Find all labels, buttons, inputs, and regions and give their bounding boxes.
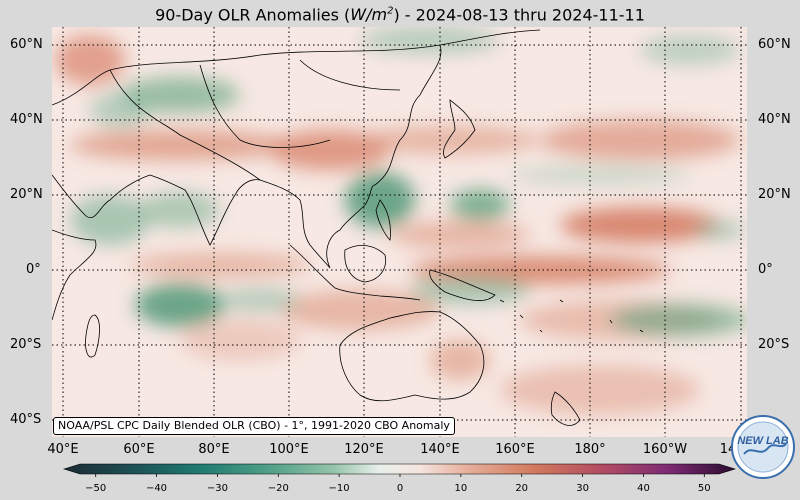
lon-label-120e: 120°E xyxy=(344,442,384,457)
colorbar-tick: 30 xyxy=(576,483,589,494)
colorbar-gradient xyxy=(62,463,737,475)
lat-label-eq-right: 0° xyxy=(758,262,773,277)
colorbar-tick: −30 xyxy=(206,483,228,494)
logo-text: NEW LAB xyxy=(737,435,788,447)
colorbar-tick: 40 xyxy=(637,483,650,494)
lon-label-160e: 160°E xyxy=(495,442,535,457)
lon-label-80e: 80°E xyxy=(198,442,230,457)
lat-label-40n-right: 40°N xyxy=(758,112,791,127)
psl-logo-icon: NEW LAB xyxy=(731,415,795,479)
colorbar-tick: 10 xyxy=(454,483,468,494)
lat-label-20n: 20°N xyxy=(10,187,43,202)
colorbar-tick: 0 xyxy=(396,483,404,494)
lat-label-20n-right: 20°N xyxy=(758,187,791,202)
lon-label-180: 180° xyxy=(574,442,606,457)
colorbar-tick: −50 xyxy=(85,483,107,494)
colorbar-tick: −40 xyxy=(145,483,168,494)
colorbar-tick: −20 xyxy=(267,483,289,494)
lat-label-60n: 60°N xyxy=(10,37,43,52)
lat-label-40n: 40°N xyxy=(10,112,43,127)
lat-label-60n-right: 60°N xyxy=(758,37,791,52)
coastlines xyxy=(52,29,644,426)
lon-label-100e: 100°E xyxy=(269,442,309,457)
colorbar xyxy=(62,463,737,477)
lat-label-20s: 20°S xyxy=(10,337,42,352)
lon-label-40e: 40°E xyxy=(47,442,79,457)
map-title: 90-Day OLR Anomalies (W/m2) - 2024-08-13… xyxy=(155,5,645,25)
colorbar-tick: 50 xyxy=(697,483,711,494)
lon-label-140e: 140°E xyxy=(420,442,460,457)
lat-label-eq: 0° xyxy=(26,262,41,277)
colorbar-tick: 20 xyxy=(515,483,529,494)
lat-label-40s: 40°S xyxy=(10,412,42,427)
lon-label-60e: 60°E xyxy=(123,442,155,457)
lat-label-20s-right: 20°S xyxy=(758,337,790,352)
data-credit-label: NOAA/PSL CPC Daily Blended OLR (CBO) - 1… xyxy=(53,417,455,435)
colorbar-tick: −10 xyxy=(328,483,350,494)
lon-label-160w: 160°W xyxy=(642,442,688,457)
